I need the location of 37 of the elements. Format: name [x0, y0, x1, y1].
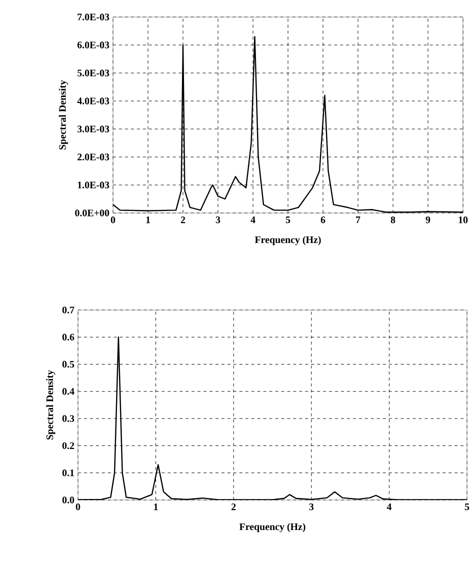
y-axis-title: Spectral Density — [58, 80, 68, 150]
x-tick-label: 4 — [250, 216, 256, 224]
x-tick-label: 2 — [232, 504, 236, 510]
x-tick-label: 5 — [464, 504, 470, 510]
x-tick-label: 0 — [110, 216, 116, 224]
x-tick-label: 10 — [458, 216, 468, 224]
x-tick-label: 2 — [180, 216, 186, 224]
y-tick-label: 0.0 — [62, 496, 74, 504]
y-tick-label: 6.0E-03 — [77, 42, 110, 48]
y-tick-label: 0.7 — [62, 306, 74, 314]
y-tick-label: 5.0E-03 — [78, 70, 110, 76]
y-tick-label: 0.2 — [62, 442, 74, 450]
y-tick-label: 0.0E+00 — [75, 210, 110, 216]
y-tick-label: 0.1 — [62, 469, 74, 476]
y-tick-label: 0.3 — [62, 415, 74, 422]
x-tick-label: 4 — [386, 504, 392, 510]
x-tick-label: 1 — [154, 504, 158, 510]
y-tick-label: 4.0E-03 — [77, 98, 110, 104]
y-tick-label: 1.0E-03 — [78, 182, 110, 188]
x-tick-label: 7 — [356, 216, 360, 224]
x-tick-label: 3 — [309, 504, 314, 510]
y-tick-label: 2.0E-03 — [78, 154, 110, 160]
x-tick-label: 9 — [426, 216, 430, 224]
x-tick-label: 3 — [216, 216, 220, 224]
x-axis-title: Frequency (Hz) — [239, 523, 306, 532]
x-tick-label: 8 — [390, 216, 396, 224]
x-tick-label: 1 — [146, 216, 150, 224]
x-tick-label: 0 — [76, 504, 80, 510]
y-tick-label: 0.6 — [62, 334, 74, 341]
y-tick-label: 3.0E-03 — [77, 126, 110, 132]
y-tick-label: 7.0E-03 — [78, 14, 110, 20]
x-axis-title: Frequency (Hz) — [254, 236, 321, 246]
y-axis-title: Spectral Density — [46, 370, 56, 440]
x-tick-label: 6 — [320, 216, 326, 224]
y-tick-label: 0.4 — [62, 388, 74, 395]
y-tick-label: 0.5 — [62, 360, 74, 368]
x-tick-label: 5 — [286, 216, 290, 224]
